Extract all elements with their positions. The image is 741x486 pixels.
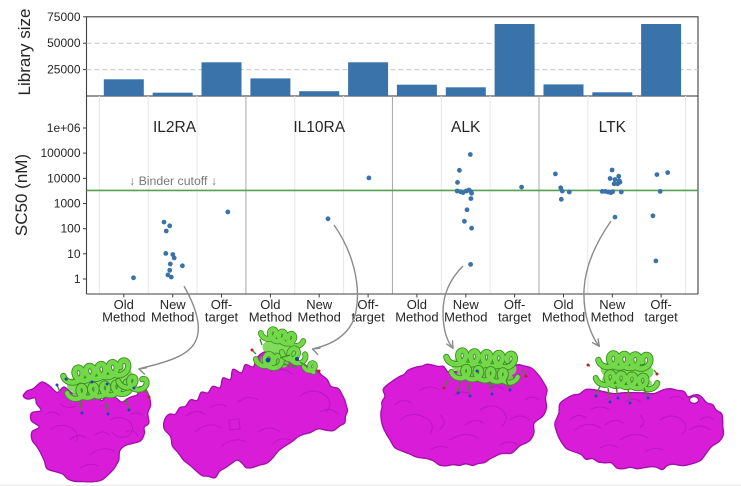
svg-text:New: New [306, 297, 333, 312]
svg-text:Method: Method [395, 310, 438, 325]
svg-text:SC50 (nM): SC50 (nM) [12, 154, 31, 236]
svg-text:Method: Method [298, 310, 341, 325]
svg-text:IL2RA: IL2RA [153, 119, 197, 136]
svg-text:Old: Old [553, 297, 573, 312]
svg-text:1: 1 [74, 272, 81, 286]
svg-text:Method: Method [102, 310, 145, 325]
svg-text:Off-: Off- [357, 297, 378, 312]
svg-text:target: target [644, 310, 678, 325]
svg-text:100: 100 [60, 222, 80, 236]
svg-text:10: 10 [67, 247, 81, 261]
svg-text:Method: Method [444, 310, 487, 325]
svg-text:↓ Binder cutoff ↓: ↓ Binder cutoff ↓ [129, 174, 217, 188]
svg-text:Method: Method [151, 310, 194, 325]
svg-text:ALK: ALK [451, 119, 481, 136]
svg-text:target: target [351, 310, 385, 325]
svg-text:100000: 100000 [40, 146, 80, 160]
svg-text:25000: 25000 [47, 63, 81, 77]
svg-text:Off-: Off- [211, 297, 232, 312]
svg-text:75000: 75000 [47, 10, 81, 24]
svg-text:Method: Method [542, 310, 585, 325]
svg-text:Off-: Off- [504, 297, 525, 312]
svg-text:10000: 10000 [47, 171, 81, 185]
svg-text:target: target [498, 310, 532, 325]
svg-text:1000: 1000 [54, 197, 81, 211]
svg-text:Old: Old [114, 297, 134, 312]
svg-text:Library size: Library size [15, 9, 34, 96]
svg-text:New: New [453, 297, 480, 312]
svg-text:Method: Method [249, 310, 292, 325]
svg-text:target: target [205, 310, 239, 325]
svg-text:50000: 50000 [47, 36, 81, 50]
svg-text:1e+06: 1e+06 [47, 121, 81, 135]
svg-text:Off-: Off- [650, 297, 671, 312]
svg-text:Old: Old [407, 297, 427, 312]
svg-text:LTK: LTK [599, 119, 627, 136]
svg-text:Method: Method [591, 310, 634, 325]
svg-text:Old: Old [260, 297, 280, 312]
svg-text:New: New [599, 297, 626, 312]
svg-text:IL10RA: IL10RA [293, 119, 345, 136]
svg-text:New: New [160, 297, 187, 312]
